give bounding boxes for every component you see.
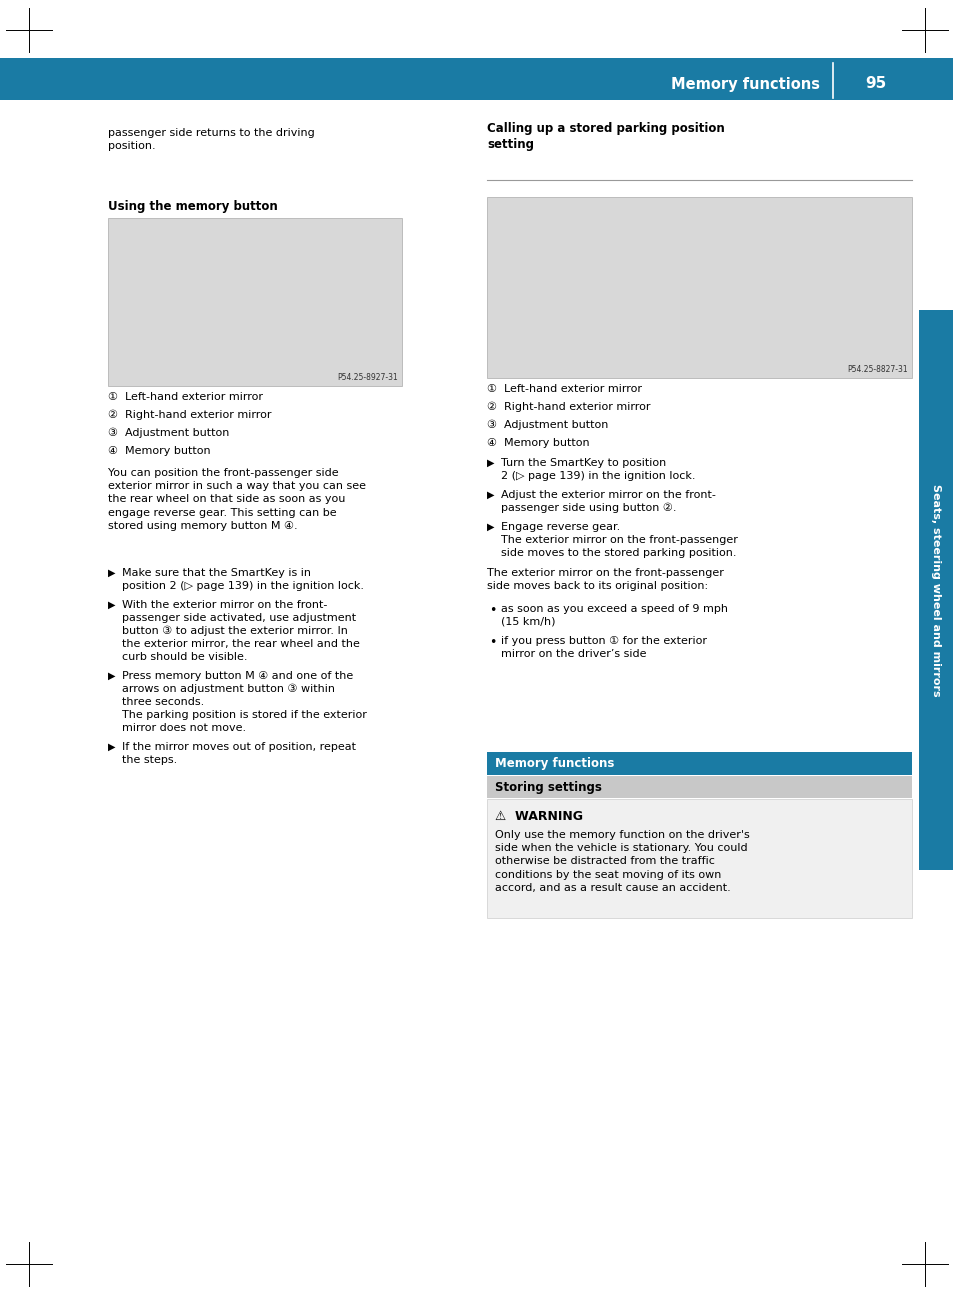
Text: ②  Right-hand exterior mirror: ② Right-hand exterior mirror <box>108 410 272 421</box>
Text: arrows on adjustment button ③ within: arrows on adjustment button ③ within <box>122 685 335 695</box>
Text: Seats, steering wheel and mirrors: Seats, steering wheel and mirrors <box>930 484 941 696</box>
Text: P54.25-8827-31: P54.25-8827-31 <box>846 365 907 374</box>
Text: ③  Adjustment button: ③ Adjustment button <box>486 421 608 431</box>
Text: the exterior mirror, the rear wheel and the: the exterior mirror, the rear wheel and … <box>122 639 359 650</box>
Bar <box>486 798 911 917</box>
Text: ③  Adjustment button: ③ Adjustment button <box>108 428 229 439</box>
Text: Only use the memory function on the driver's
side when the vehicle is stationary: Only use the memory function on the driv… <box>495 829 749 893</box>
Text: 2 (▷ page 139) in the ignition lock.: 2 (▷ page 139) in the ignition lock. <box>500 471 695 481</box>
Text: With the exterior mirror on the front-: With the exterior mirror on the front- <box>122 600 327 609</box>
Text: You can position the front-passenger side
exterior mirror in such a way that you: You can position the front-passenger sid… <box>108 468 366 531</box>
Text: 95: 95 <box>864 76 885 92</box>
Text: side moves to the stored parking position.: side moves to the stored parking positio… <box>500 547 736 558</box>
Text: ▶: ▶ <box>486 458 494 468</box>
Text: curb should be visible.: curb should be visible. <box>122 652 247 663</box>
Text: Turn the SmartKey to position: Turn the SmartKey to position <box>500 458 665 468</box>
Text: The exterior mirror on the front-passenger: The exterior mirror on the front-passeng… <box>500 534 737 545</box>
Text: ▶: ▶ <box>108 672 115 681</box>
Text: passenger side activated, use adjustment: passenger side activated, use adjustment <box>122 613 355 622</box>
Text: if you press button ① for the exterior: if you press button ① for the exterior <box>500 635 706 646</box>
Text: ▶: ▶ <box>486 521 494 532</box>
Text: passenger side using button ②.: passenger side using button ②. <box>500 503 676 514</box>
Text: If the mirror moves out of position, repeat: If the mirror moves out of position, rep… <box>122 741 355 752</box>
Text: ①  Left-hand exterior mirror: ① Left-hand exterior mirror <box>108 392 263 402</box>
Text: ④  Memory button: ④ Memory button <box>108 446 211 455</box>
Text: ▶: ▶ <box>108 568 115 578</box>
Bar <box>918 311 953 870</box>
Text: position 2 (▷ page 139) in the ignition lock.: position 2 (▷ page 139) in the ignition … <box>122 581 364 591</box>
Bar <box>486 776 911 798</box>
Text: Make sure that the SmartKey is in: Make sure that the SmartKey is in <box>122 568 311 578</box>
Text: three seconds.: three seconds. <box>122 697 204 707</box>
Text: P54.25-8927-31: P54.25-8927-31 <box>337 373 397 382</box>
Text: ▶: ▶ <box>108 600 115 609</box>
Text: mirror does not move.: mirror does not move. <box>122 723 246 732</box>
Text: The exterior mirror on the front-passenger
side moves back to its original posit: The exterior mirror on the front-passeng… <box>486 568 723 591</box>
Text: (15 km/h): (15 km/h) <box>500 617 555 628</box>
Text: ▶: ▶ <box>108 741 115 752</box>
Text: Storing settings: Storing settings <box>495 780 601 793</box>
Text: button ③ to adjust the exterior mirror. In: button ③ to adjust the exterior mirror. … <box>122 626 348 637</box>
Text: as soon as you exceed a speed of 9 mph: as soon as you exceed a speed of 9 mph <box>500 604 727 613</box>
Text: Calling up a stored parking position
setting: Calling up a stored parking position set… <box>486 122 724 151</box>
Text: Using the memory button: Using the memory button <box>108 201 277 214</box>
Text: Adjust the exterior mirror on the front-: Adjust the exterior mirror on the front- <box>500 490 715 499</box>
Text: Press memory button M ④ and one of the: Press memory button M ④ and one of the <box>122 672 353 681</box>
Text: Engage reverse gear.: Engage reverse gear. <box>500 521 619 532</box>
Text: Memory functions: Memory functions <box>495 757 614 770</box>
Text: ⚠  WARNING: ⚠ WARNING <box>495 810 582 823</box>
Bar <box>108 217 401 386</box>
Text: Memory functions: Memory functions <box>670 76 820 92</box>
Text: the steps.: the steps. <box>122 754 177 765</box>
Text: •: • <box>489 604 496 617</box>
Text: ▶: ▶ <box>486 490 494 499</box>
Text: •: • <box>489 635 496 650</box>
Bar <box>486 197 911 378</box>
Bar <box>486 752 911 775</box>
Bar <box>0 58 953 100</box>
Text: ①  Left-hand exterior mirror: ① Left-hand exterior mirror <box>486 384 641 393</box>
Text: passenger side returns to the driving
position.: passenger side returns to the driving po… <box>108 128 314 151</box>
Text: The parking position is stored if the exterior: The parking position is stored if the ex… <box>122 710 367 719</box>
Text: mirror on the driver’s side: mirror on the driver’s side <box>500 650 646 659</box>
Text: ②  Right-hand exterior mirror: ② Right-hand exterior mirror <box>486 402 650 413</box>
Text: ④  Memory button: ④ Memory button <box>486 437 589 448</box>
